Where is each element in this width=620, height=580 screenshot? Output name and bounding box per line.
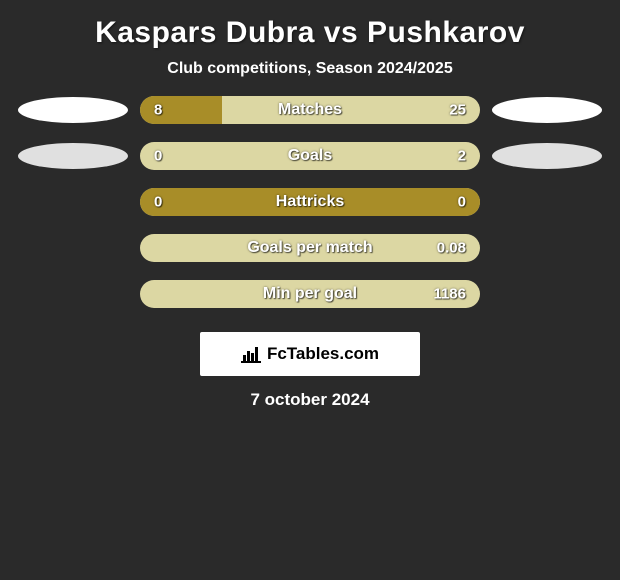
site-badge[interactable]: FcTables.com [200,332,420,376]
stat-left-value: 0 [154,148,162,165]
stat-bar: 8 Matches 25 [140,96,480,124]
stat-bar-left-fill [140,96,222,124]
stat-left-value: 8 [154,102,162,119]
stat-right-value: 25 [449,102,466,119]
stat-label: Goals per match [247,239,372,257]
stat-row: Goals per match 0.08 [0,234,620,262]
right-player-pill [492,143,602,169]
stat-right-value: 1186 [433,286,466,303]
page-title: Kaspars Dubra vs Pushkarov [0,16,620,50]
stat-label: Matches [278,101,342,119]
stat-left-value: 0 [154,194,162,211]
stat-row: 0 Hattricks 0 [0,188,620,216]
stat-bar: Min per goal 1186 [140,280,480,308]
stat-label: Min per goal [263,285,357,303]
stat-row: 8 Matches 25 [0,96,620,124]
stat-label: Goals [288,147,332,165]
stat-bar: 0 Goals 2 [140,142,480,170]
stat-right-value: 0 [458,194,466,211]
stat-label: Hattricks [276,193,344,211]
stat-right-value: 0.08 [437,240,466,257]
stat-bar: Goals per match 0.08 [140,234,480,262]
right-player-pill [492,97,602,123]
stat-row: Min per goal 1186 [0,280,620,308]
subtitle: Club competitions, Season 2024/2025 [0,60,620,78]
left-player-pill [18,143,128,169]
comparison-widget: Kaspars Dubra vs Pushkarov Club competit… [0,0,620,418]
date-label: 7 october 2024 [0,390,620,410]
chart-icon [241,345,261,363]
stat-right-value: 2 [458,148,466,165]
left-player-pill [18,97,128,123]
stats-rows: 8 Matches 25 0 Goals 2 0 Hattricks 0 Goals per ma… [0,96,620,308]
site-badge-text: FcTables.com [267,344,379,364]
stat-bar: 0 Hattricks 0 [140,188,480,216]
stat-row: 0 Goals 2 [0,142,620,170]
